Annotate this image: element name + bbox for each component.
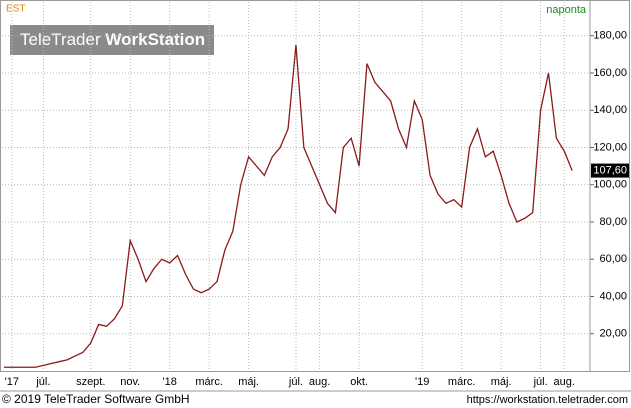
x-tick-label: júl. xyxy=(35,376,50,388)
x-tick-label: nov. xyxy=(120,376,140,388)
x-tick-label: júl. xyxy=(288,376,303,388)
last-price-label: 107,60 xyxy=(593,164,627,176)
x-tick-label: aug. xyxy=(554,376,575,388)
interval-label: naponta xyxy=(546,4,587,16)
logo-box xyxy=(10,25,214,55)
y-tick-label: 20,00 xyxy=(599,328,627,340)
x-tick-label: máj. xyxy=(491,376,512,388)
y-tick-label: 120,00 xyxy=(593,141,627,153)
y-tick-label: 60,00 xyxy=(599,253,627,265)
logo-light: TeleTrader WorkStation xyxy=(20,30,205,49)
x-tick-label: '18 xyxy=(163,376,177,388)
footer-right: https://workstation.teletrader.com xyxy=(467,394,628,406)
y-tick-label: 140,00 xyxy=(593,104,627,116)
x-tick-label: okt. xyxy=(350,376,368,388)
x-tick-label: '19 xyxy=(415,376,429,388)
x-tick-label: szept. xyxy=(76,376,105,388)
x-tick-label: máj. xyxy=(238,376,259,388)
footer-left: © 2019 TeleTrader Software GmbH xyxy=(2,392,190,406)
y-tick-label: 160,00 xyxy=(593,67,627,79)
y-tick-label: 100,00 xyxy=(593,179,627,191)
x-tick-label: júl. xyxy=(533,376,548,388)
source-label: EST xyxy=(6,4,25,15)
x-tick-label: márc. xyxy=(448,376,476,388)
y-tick-label: 180,00 xyxy=(593,30,627,42)
price-line xyxy=(3,44,573,368)
logo-light-text: TeleTrader xyxy=(20,30,101,49)
y-tick-label: 40,00 xyxy=(599,290,627,302)
logo-bold-text: WorkStation xyxy=(105,30,205,49)
y-tick-label: 80,00 xyxy=(599,216,627,228)
x-tick-label: aug. xyxy=(309,376,330,388)
chart-frame xyxy=(0,0,630,372)
last-price-box xyxy=(591,163,629,178)
x-tick-label: márc. xyxy=(195,376,223,388)
x-tick-label: '17 xyxy=(5,376,19,388)
